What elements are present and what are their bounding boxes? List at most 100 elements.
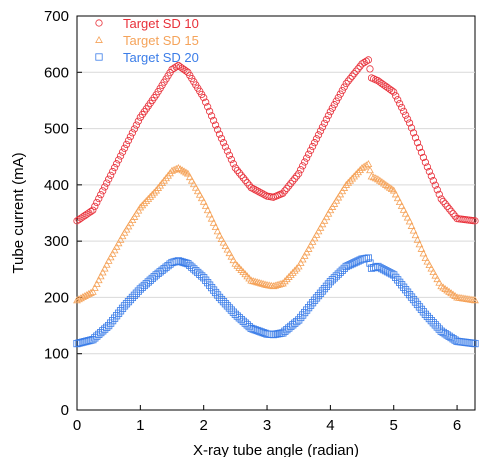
data-point [109, 317, 117, 325]
data-point [433, 323, 441, 331]
data-point [134, 287, 142, 295]
data-point [348, 72, 356, 80]
data-point [87, 207, 95, 216]
data-point [413, 235, 422, 243]
legend-label: Target SD 10 [123, 16, 199, 31]
data-point [338, 266, 346, 274]
data-point [223, 302, 232, 310]
data-point [407, 221, 416, 229]
data-point [158, 179, 167, 187]
data-point [213, 126, 222, 134]
data-point [310, 234, 319, 242]
data-point [225, 249, 234, 257]
data-point [187, 176, 196, 184]
data-point [116, 307, 125, 315]
data-point [390, 88, 398, 96]
data-point [318, 287, 327, 295]
data-point [108, 249, 117, 257]
data-point [103, 323, 111, 331]
data-point [94, 276, 103, 284]
data-point [93, 198, 101, 207]
data-point [394, 276, 402, 284]
data-point [138, 201, 147, 209]
data-point [298, 255, 307, 263]
data-point [102, 260, 111, 268]
data-point [255, 188, 263, 196]
data-point [198, 272, 206, 280]
data-point [205, 210, 214, 218]
data-point [116, 235, 125, 243]
data-point [73, 339, 81, 348]
data-point [124, 136, 133, 145]
data-point [409, 129, 418, 137]
x-tick-label: 3 [263, 417, 271, 434]
data-point [451, 336, 459, 344]
data-point [449, 210, 457, 218]
data-point [109, 167, 117, 176]
data-point [356, 62, 364, 70]
data-point [148, 190, 157, 198]
data-point [92, 280, 101, 288]
data-point [189, 180, 198, 188]
data-point [182, 259, 190, 267]
data-point [290, 266, 299, 274]
data-point [419, 308, 428, 316]
data-point [417, 244, 426, 252]
legend-marker [95, 53, 103, 61]
data-point [217, 295, 226, 304]
data-point [407, 293, 416, 301]
data-point [350, 259, 358, 267]
x-tick-label: 1 [136, 417, 144, 434]
data-point [413, 139, 422, 147]
data-point [122, 300, 131, 308]
data-point [435, 190, 443, 198]
data-point [471, 217, 479, 225]
data-point [168, 65, 176, 74]
data-point [352, 67, 360, 75]
data-point [112, 312, 121, 320]
data-point [322, 115, 331, 124]
data-point [328, 276, 336, 284]
data-point [437, 327, 445, 335]
data-point [166, 169, 174, 177]
data-point [421, 254, 430, 261]
data-point [83, 210, 91, 218]
data-point [352, 170, 360, 178]
data-point [427, 264, 436, 272]
data-point [439, 328, 447, 337]
data-point [336, 268, 344, 276]
data-point [471, 339, 479, 348]
data-point [229, 160, 237, 168]
data-point [312, 294, 321, 302]
data-point [174, 257, 182, 265]
data-point [114, 239, 123, 247]
data-point [111, 164, 119, 172]
data-point [203, 206, 212, 214]
data-point [386, 269, 394, 277]
data-point [429, 319, 437, 327]
data-point [318, 220, 327, 228]
data-point [334, 270, 342, 278]
data-point [225, 304, 234, 312]
data-point [178, 258, 186, 266]
data-point [243, 179, 251, 187]
data-point [295, 170, 303, 178]
data-point [294, 262, 303, 270]
data-point [314, 291, 323, 300]
data-point [156, 181, 165, 189]
data-point [336, 90, 344, 98]
data-point [211, 223, 220, 231]
data-point [112, 160, 121, 168]
data-point [253, 326, 261, 335]
data-point [101, 183, 109, 191]
data-point [239, 174, 247, 182]
data-point [306, 241, 315, 249]
data-point [435, 278, 444, 286]
data-point [403, 288, 412, 296]
data-point [251, 186, 259, 194]
x-axis-title: X-ray tube angle (radian) [193, 442, 359, 457]
data-point [255, 278, 263, 286]
data-point [178, 166, 187, 174]
data-point [295, 316, 303, 324]
data-point [280, 277, 289, 285]
